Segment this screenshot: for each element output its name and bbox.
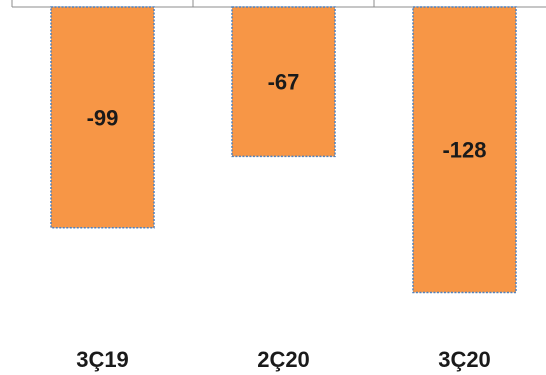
data-label: -67 xyxy=(268,70,300,95)
data-label: -99 xyxy=(87,105,119,130)
bar-3Ç20 xyxy=(412,6,517,294)
labels-layer: -99 3Ç19 -67 2Ç20 -128 3Ç20 xyxy=(76,70,491,372)
axis-layer xyxy=(11,0,546,8)
category-label: 2Ç20 xyxy=(257,347,310,372)
bar-2Ç20 xyxy=(231,6,336,158)
bars-layer xyxy=(50,6,517,294)
category-label: 3Ç20 xyxy=(438,347,491,372)
data-label: -128 xyxy=(442,138,486,163)
category-label: 3Ç19 xyxy=(76,347,129,372)
bar-3Ç19 xyxy=(50,6,155,229)
